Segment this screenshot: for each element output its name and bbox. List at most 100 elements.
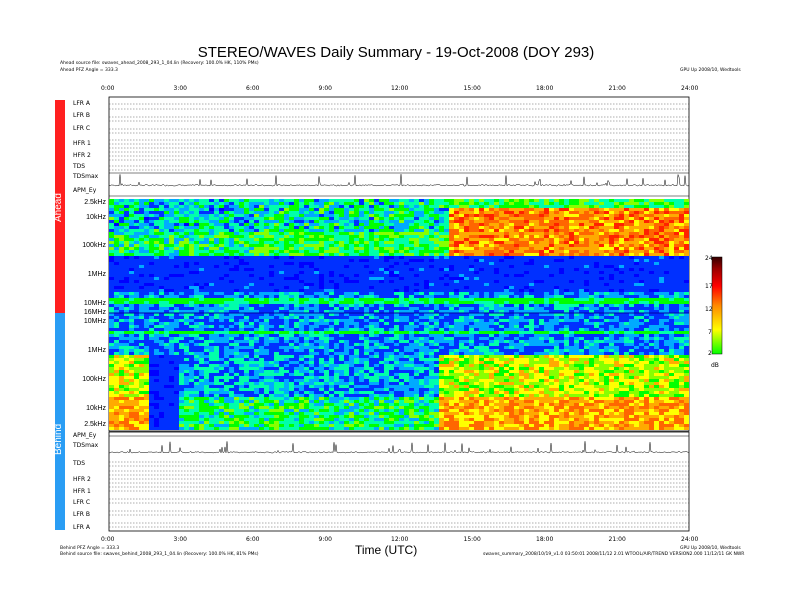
heatmap-cell: [529, 313, 534, 316]
heatmap-cell: [509, 205, 514, 208]
heatmap-cell: [204, 280, 209, 283]
heatmap-cell: [654, 304, 659, 307]
heatmap-cell: [159, 265, 164, 268]
heatmap-cell: [674, 310, 679, 313]
heatmap-cell: [274, 241, 279, 244]
heatmap-cell: [274, 232, 279, 235]
heatmap-cell: [114, 325, 119, 328]
heatmap-cell: [469, 259, 474, 262]
heatmap-cell: [419, 211, 424, 214]
heatmap-cell: [199, 247, 204, 250]
heatmap-cell: [549, 319, 554, 322]
heatmap-cell: [354, 310, 359, 313]
heatmap-cell: [659, 316, 664, 319]
heatmap-cell: [584, 235, 589, 238]
heatmap-cell: [564, 313, 569, 316]
heatmap-cell: [224, 310, 229, 313]
heatmap-cell: [279, 244, 284, 247]
heatmap-cell: [244, 253, 249, 256]
heatmap-cell: [504, 301, 509, 304]
heatmap-cell: [524, 205, 529, 208]
heatmap-cell: [624, 205, 629, 208]
heatmap-cell: [604, 310, 609, 313]
heatmap-cell: [309, 211, 314, 214]
heatmap-cell: [424, 262, 429, 265]
heatmap-cell: [639, 253, 644, 256]
heatmap-cell: [584, 295, 589, 298]
heatmap-cell: [174, 250, 179, 253]
heatmap-cell: [624, 211, 629, 214]
heatmap-cell: [289, 208, 294, 211]
heatmap-cell: [499, 304, 504, 307]
heatmap-cell: [274, 286, 279, 289]
heatmap-cell: [139, 298, 144, 301]
heatmap-cell: [524, 298, 529, 301]
heatmap-cell: [259, 268, 264, 271]
heatmap-cell: [629, 292, 634, 295]
heatmap-cell: [164, 262, 169, 265]
heatmap-cell: [169, 325, 174, 328]
heatmap-cell: [109, 226, 114, 229]
heatmap-cell: [269, 268, 274, 271]
heatmap-cell: [594, 265, 599, 268]
heatmap-cell: [169, 235, 174, 238]
heatmap-cell: [439, 235, 444, 238]
heatmap-cell: [404, 268, 409, 271]
heatmap-cell: [619, 271, 624, 274]
heatmap-cell: [274, 301, 279, 304]
heatmap-cell: [179, 316, 184, 319]
heatmap-cell: [369, 220, 374, 223]
heatmap-cell: [129, 211, 134, 214]
heatmap-cell: [639, 301, 644, 304]
heatmap-cell: [304, 220, 309, 223]
heatmap-cell: [544, 313, 549, 316]
heatmap-cell: [384, 301, 389, 304]
heatmap-cell: [394, 310, 399, 313]
heatmap-cell: [169, 265, 174, 268]
heatmap-cell: [169, 301, 174, 304]
heatmap-cell: [679, 220, 684, 223]
heatmap-cell: [404, 301, 409, 304]
heatmap-cell: [339, 223, 344, 226]
heatmap-cell: [449, 316, 454, 319]
heatmap-cell: [289, 253, 294, 256]
heatmap-cell: [184, 286, 189, 289]
heatmap-cell: [519, 229, 524, 232]
heatmap-cell: [559, 307, 564, 310]
heatmap-cell: [519, 271, 524, 274]
heatmap-cell: [684, 202, 689, 205]
heatmap-cell: [124, 271, 129, 274]
heatmap-cell: [309, 289, 314, 292]
heatmap-cell: [429, 319, 434, 322]
heatmap-cell: [344, 202, 349, 205]
heatmap-cell: [464, 268, 469, 271]
heatmap-cell: [674, 214, 679, 217]
heatmap-cell: [494, 226, 499, 229]
heatmap-cell: [169, 253, 174, 256]
heatmap-cell: [604, 271, 609, 274]
heatmap-cell: [334, 289, 339, 292]
heatmap-cell: [659, 235, 664, 238]
heatmap-cell: [464, 292, 469, 295]
heatmap-cell: [349, 226, 354, 229]
heatmap-cell: [634, 253, 639, 256]
heatmap-cell: [389, 301, 394, 304]
heatmap-cell: [364, 214, 369, 217]
heatmap-cell: [664, 253, 669, 256]
heatmap-cell: [484, 238, 489, 241]
heatmap-cell: [514, 232, 519, 235]
heatmap-cell: [574, 286, 579, 289]
heatmap-cell: [619, 301, 624, 304]
heatmap-cell: [224, 262, 229, 265]
heatmap-cell: [559, 235, 564, 238]
heatmap-cell: [494, 238, 499, 241]
heatmap-cell: [344, 304, 349, 307]
heatmap-cell: [224, 298, 229, 301]
heatmap-cell: [259, 235, 264, 238]
heatmap-cell: [664, 265, 669, 268]
heatmap-cell: [514, 235, 519, 238]
heatmap-cell: [434, 319, 439, 322]
heatmap-cell: [394, 244, 399, 247]
heatmap-cell: [289, 268, 294, 271]
heatmap-cell: [304, 199, 309, 202]
